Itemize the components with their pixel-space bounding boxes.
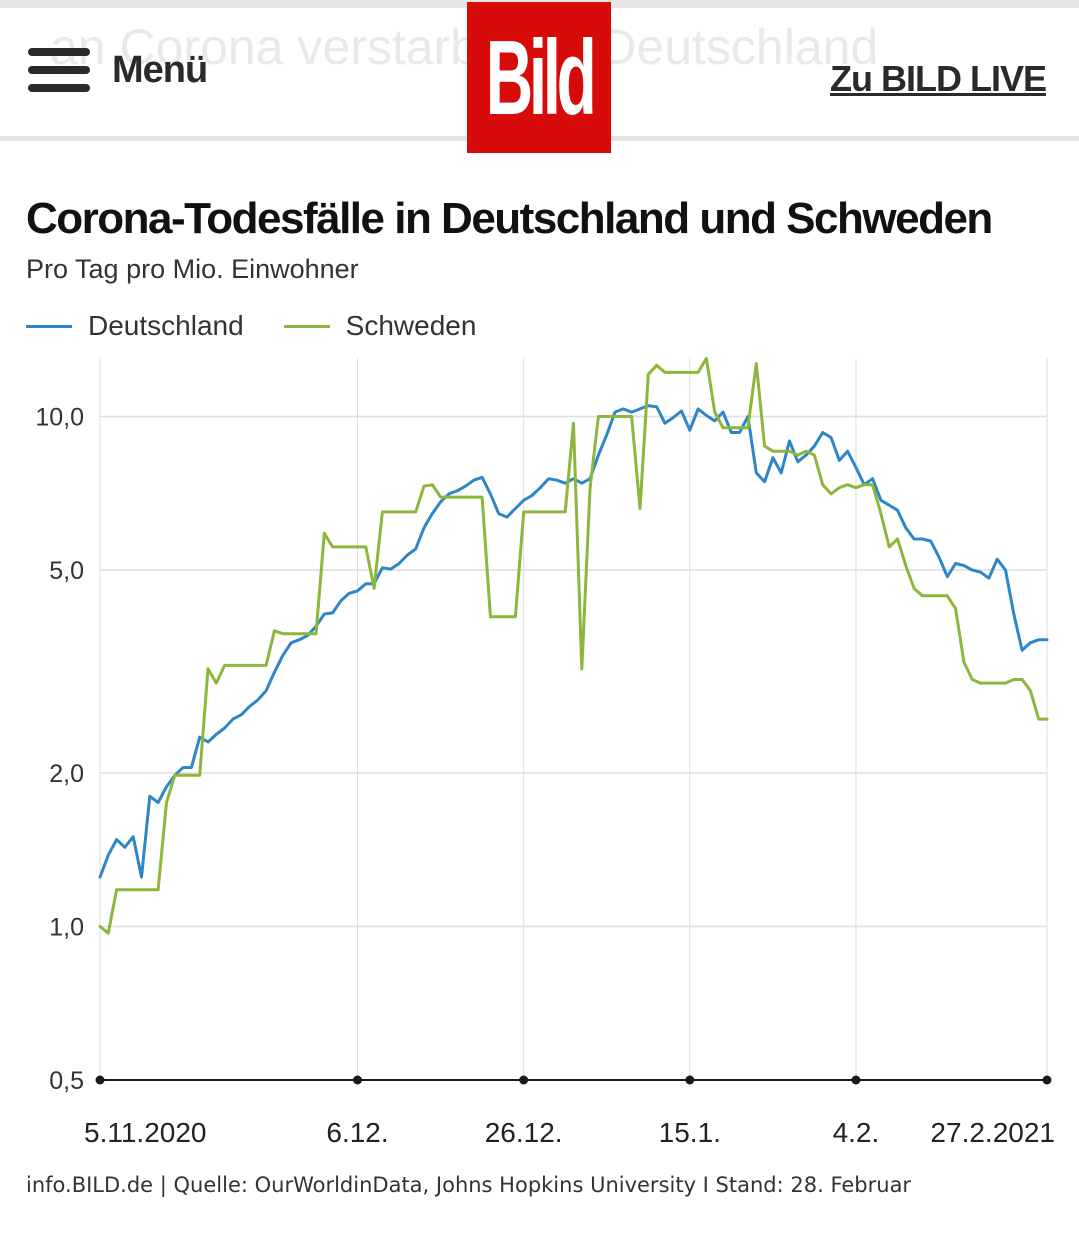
x-tick-dot-0 xyxy=(95,1075,105,1085)
x-tick-dot-4 xyxy=(851,1075,861,1085)
y-tick-label-2: 2,0 xyxy=(49,760,84,788)
menu-button[interactable]: Menü xyxy=(28,42,208,98)
legend-item-schweden: Schweden xyxy=(283,310,477,342)
chart-title: Corona-Todesfälle in Deutschland und Sch… xyxy=(26,194,993,243)
logo-text: Bild xyxy=(485,18,597,137)
line-chart: 0,5 1,0 2,0 5,0 10,0 5.11.2020 6.12. 26.12. 15.1… xyxy=(35,356,1055,1148)
y-tick-label-0: 0,5 xyxy=(49,1067,84,1095)
bild-live-link[interactable]: Zu BILD LIVE xyxy=(830,58,1047,99)
series-line-schweden xyxy=(98,356,1049,935)
x-tick-label-3: 15.1. xyxy=(659,1117,721,1148)
y-tick-label-1: 1,0 xyxy=(49,913,84,941)
legend-label-deutschland: Deutschland xyxy=(88,310,244,341)
legend-label-schweden: Schweden xyxy=(345,310,477,341)
chart-source: info.BILD.de | Quelle: OurWorldinData, J… xyxy=(26,1173,912,1197)
hamburger-icon[interactable] xyxy=(28,48,90,92)
legend-item-deutschland: Deutschland xyxy=(26,310,244,342)
chart-legend: Deutschland Schweden xyxy=(26,310,516,342)
x-tick-dot-5 xyxy=(1042,1075,1052,1085)
legend-swatch-schweden xyxy=(283,324,330,328)
x-tick-label-1: 6.12. xyxy=(326,1117,388,1148)
legend-swatch-deutschland xyxy=(26,324,72,328)
x-tick-label-4: 4.2. xyxy=(833,1117,880,1148)
x-tick-dot-3 xyxy=(685,1075,695,1085)
x-tick-label-2: 26.12. xyxy=(485,1117,563,1148)
bild-logo[interactable]: Bild xyxy=(467,2,611,153)
x-tick-label-0: 5.11.2020 xyxy=(84,1117,207,1148)
menu-label[interactable]: Menü xyxy=(112,48,208,91)
x-tick-dot-1 xyxy=(353,1075,363,1085)
x-tick-dot-2 xyxy=(519,1075,529,1085)
ghost-headline: an Corona verstarben in Deutschland xyxy=(50,19,879,75)
series-line-deutschland xyxy=(98,404,1049,879)
y-tick-label-4: 10,0 xyxy=(35,403,84,431)
chart-subtitle: Pro Tag pro Mio. Einwohner xyxy=(26,254,359,284)
y-tick-label-3: 5,0 xyxy=(49,557,84,585)
x-tick-label-5: 27.2.2021 xyxy=(930,1117,1055,1148)
